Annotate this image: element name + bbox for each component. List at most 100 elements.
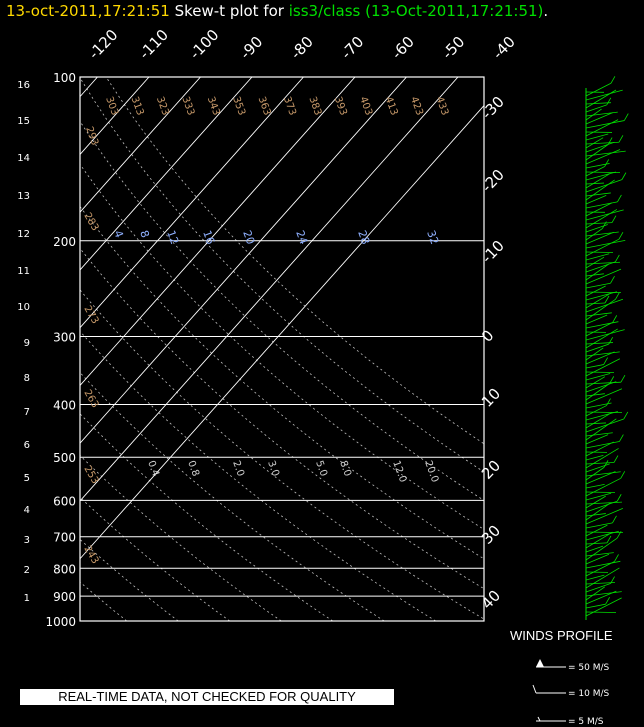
- mixing-label: 20: [240, 229, 257, 247]
- wind-barb: [585, 495, 606, 509]
- wind-barb: [585, 513, 606, 517]
- theta-label: 373: [281, 95, 298, 117]
- theta-label: 383: [306, 95, 323, 117]
- right-temp-label: 30: [478, 522, 504, 548]
- wind-barb-feather: [616, 531, 622, 539]
- theta-label: 333: [179, 95, 196, 117]
- wind-barb-feather: [610, 576, 615, 584]
- theta-label: 393: [332, 95, 349, 117]
- wind-barb: [585, 179, 615, 201]
- wind-barb: [585, 179, 623, 193]
- wind-barb: [585, 299, 616, 321]
- wind-barb: [585, 141, 615, 153]
- wind-barb: [585, 342, 613, 345]
- legend-label: = 5 M/S: [568, 717, 604, 727]
- wind-barb-feather: [618, 232, 624, 240]
- wind-barb: [585, 405, 607, 417]
- wind-barb-feather: [615, 292, 620, 300]
- right-temp-label: 20: [478, 457, 504, 483]
- theta-label: 413: [383, 95, 400, 117]
- wind-barb-feather: [621, 172, 627, 180]
- wind-barb: [585, 381, 617, 393]
- wind-barb: [585, 454, 604, 461]
- wind-barb: [585, 531, 624, 534]
- wind-barb: [585, 418, 617, 441]
- height-label: 2: [24, 565, 30, 576]
- wind-barb: [585, 471, 621, 477]
- wind-barb: [585, 393, 605, 397]
- wind-barb: [585, 222, 612, 225]
- dry-adiabat: [80, 330, 436, 621]
- wind-barb: [585, 434, 609, 445]
- wind-barb: [585, 553, 610, 565]
- mixing-label-lower: 8.0: [337, 459, 353, 478]
- pressure-label: 400: [53, 399, 76, 413]
- wind-barb: [585, 552, 614, 557]
- wind-barb: [585, 292, 612, 309]
- wind-barb: [585, 328, 618, 349]
- wind-barb: [585, 477, 621, 497]
- wind-barb: [585, 381, 621, 385]
- dry-adiabat: [80, 77, 484, 473]
- wind-barb: [585, 89, 623, 101]
- wind-barb: [585, 261, 620, 265]
- wind-barb-feather: [607, 137, 613, 145]
- wind-barb: [585, 343, 609, 353]
- mixing-label: 8: [137, 229, 152, 240]
- wind-barb-feather: [605, 596, 610, 605]
- wind-barb: [585, 524, 608, 537]
- wind-barb: [585, 388, 623, 405]
- mixing-label: 24: [293, 229, 310, 247]
- pressure-label: 300: [53, 331, 76, 345]
- theta-label: 353: [230, 95, 247, 117]
- wind-barb: [585, 448, 619, 469]
- wind-barb: [585, 582, 615, 585]
- wind-barb: [585, 322, 613, 337]
- wind-barb-feather: [616, 494, 622, 502]
- dry-adiabat: [80, 496, 230, 621]
- height-label: 10: [17, 302, 30, 313]
- wind-barb: [585, 376, 606, 389]
- theta-label: 433: [433, 95, 450, 117]
- theta-label-left: 243: [81, 544, 100, 566]
- wind-barb-feather: [603, 460, 609, 468]
- mixing-label: 28: [355, 229, 372, 247]
- wind-barb: [585, 195, 607, 205]
- right-temp-label: -30: [478, 93, 508, 123]
- wind-barb: [585, 567, 620, 589]
- height-label: 5: [24, 473, 30, 484]
- legend-half-barb: [537, 716, 541, 722]
- wind-barb: [585, 166, 605, 177]
- wind-barb: [585, 209, 624, 221]
- height-label: 4: [24, 505, 30, 516]
- wind-barb: [585, 542, 607, 545]
- dry-adiabat: [80, 247, 484, 590]
- height-label: 6: [24, 440, 30, 451]
- wind-barb-feather: [608, 336, 614, 345]
- mixing-label: 16: [200, 229, 217, 247]
- wind-barb: [585, 192, 611, 197]
- wind-barb: [585, 603, 606, 609]
- pressure-label: 600: [53, 494, 76, 508]
- dry-adiabat: [80, 454, 282, 621]
- theta-label: 423: [408, 95, 425, 117]
- plot-frame: [79, 76, 485, 622]
- wind-barb: [585, 590, 617, 605]
- wind-barb: [585, 268, 622, 285]
- wind-barb-feather: [604, 159, 610, 167]
- wind-barb-feather: [604, 295, 610, 304]
- top-temp-label: -120: [85, 26, 122, 63]
- wind-barb: [585, 501, 622, 505]
- mixing-label-lower: 3.0: [265, 459, 281, 478]
- top-temp-label: -110: [135, 26, 172, 63]
- wind-barb: [585, 282, 611, 289]
- isotherm: [80, 77, 407, 444]
- theta-label-left: 283: [81, 211, 100, 233]
- wind-barb: [585, 491, 616, 493]
- wind-barb: [585, 412, 612, 429]
- wind-barb-feather: [619, 434, 624, 442]
- wind-barb: [585, 202, 613, 217]
- wind-barb: [585, 108, 602, 121]
- wind-barb-feather: [623, 411, 629, 420]
- wind-barb: [585, 560, 621, 569]
